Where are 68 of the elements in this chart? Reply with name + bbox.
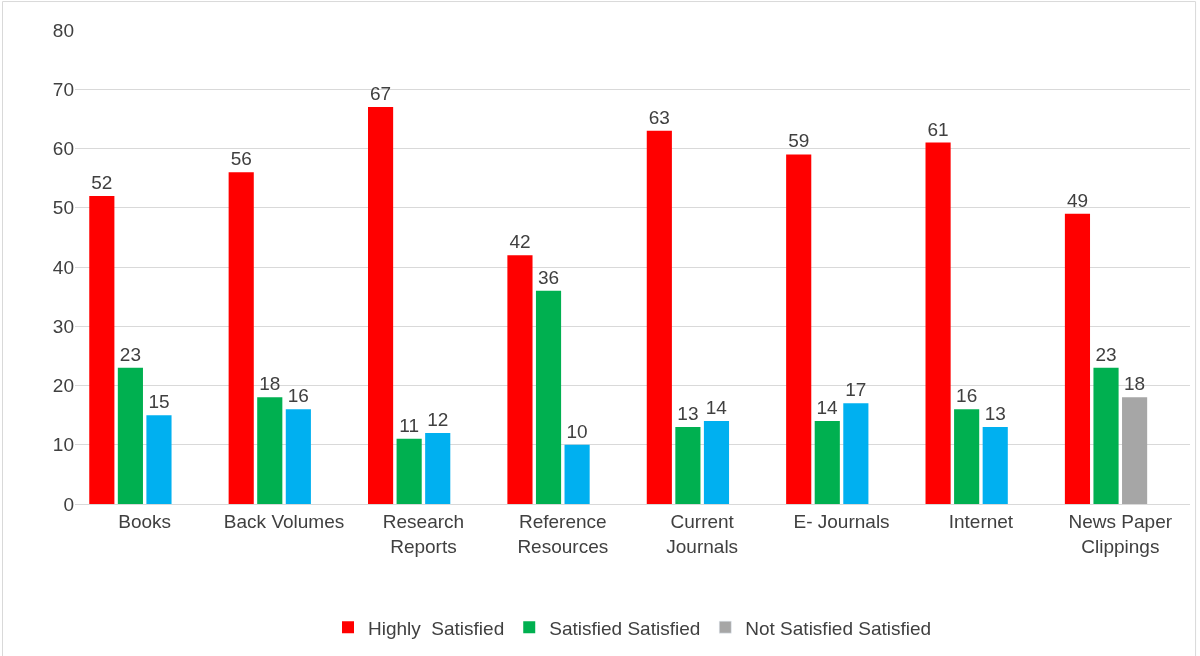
bar [117,367,143,504]
bar [285,409,311,504]
y-tick-label: 10 [52,434,74,456]
data-label: 18 [1124,373,1146,395]
data-label: 63 [648,106,670,128]
data-label: 13 [984,402,1006,424]
x-tick-label: Research Reports [382,510,465,557]
bar [1122,397,1148,504]
bar [507,255,533,504]
data-label: 16 [287,385,309,407]
data-label: 10 [566,420,588,442]
bar [425,432,451,504]
bar [564,444,590,504]
bar [535,290,562,504]
bar [814,421,840,504]
data-label: 12 [427,408,449,430]
data-label: 61 [927,118,949,140]
data-label: 14 [705,397,728,419]
bar [257,397,283,504]
x-tick-label: E- Journals [793,510,890,532]
bar [146,415,172,504]
legend-label: Highly Satisfied [368,617,505,639]
y-tick-label: 20 [52,375,74,397]
data-label: 15 [148,391,170,413]
data-label: 42 [509,231,531,253]
bar [368,107,394,504]
data-label: 11 [399,414,420,436]
x-tick-label: Internet [948,510,1014,532]
bar [89,195,115,504]
y-tick-label: 50 [52,197,74,219]
bar [646,130,672,504]
bar [675,426,701,504]
x-tick-label: Back Volumes [223,510,345,532]
y-tick-label: 40 [52,256,74,278]
bar [786,154,812,504]
data-label: 52 [91,171,113,193]
x-tick-label: Current Journals [666,510,739,557]
data-label: 16 [956,385,978,407]
bar [228,172,254,504]
data-label: 36 [537,266,560,288]
data-label: 17 [845,379,867,401]
y-tick-label: 80 [52,19,74,41]
bar [703,421,730,504]
data-label: 13 [677,402,699,424]
data-label: 59 [788,130,810,152]
data-label: 14 [816,397,839,419]
y-tick-label: 60 [52,138,74,160]
x-tick-label: News Paper Clippings [1068,510,1173,557]
x-tick-label: Reference Resources [517,510,609,557]
data-label: 23 [119,343,141,365]
legend-label: Not Satisfied Satisfied [745,617,932,639]
y-tick-label: 0 [63,493,74,515]
bar [1064,213,1091,504]
data-label: 49 [1066,189,1089,211]
bar [925,142,951,504]
bar [982,426,1008,504]
y-tick-label: 70 [52,78,74,100]
data-label: 18 [259,373,281,395]
data-label: 23 [1095,343,1117,365]
y-tick-label: 30 [52,315,74,337]
bar [843,403,869,504]
bar [954,409,980,504]
data-label: 67 [370,83,392,105]
legend-label: Satisfied Satisfied [549,617,701,639]
bar [1093,367,1119,504]
x-tick-label: Books [118,510,172,532]
data-label: 56 [230,148,252,170]
bar [396,438,422,504]
